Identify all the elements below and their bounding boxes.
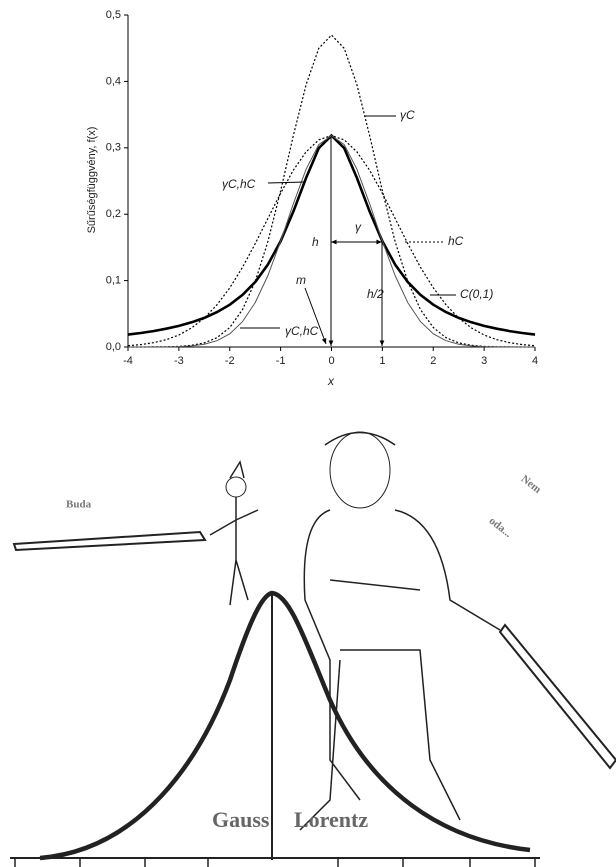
gnome-body: [209, 460, 259, 606]
arrow-head: [321, 338, 327, 344]
arrow-head: [331, 239, 337, 245]
buda-label: Buda: [66, 499, 92, 511]
leader-line: [267, 181, 306, 184]
oda-label: oda...: [487, 515, 515, 540]
illustration: [10, 431, 616, 867]
x-tick-label: -1: [276, 355, 286, 367]
annotation: m: [296, 273, 306, 287]
x-tick-label: 3: [481, 355, 487, 367]
series-label: hC: [448, 234, 464, 248]
x-tick-label: 2: [430, 355, 436, 367]
series-line: [128, 134, 535, 348]
gauss-label: Gauss: [212, 807, 270, 832]
mixed-curve: [39, 590, 531, 861]
pole-right: [498, 623, 616, 770]
y-tick-label: 0,1: [106, 275, 121, 287]
y-tick-label: 0,4: [106, 75, 121, 87]
x-tick-label: -3: [174, 355, 184, 367]
x-tick-label: -4: [123, 355, 133, 367]
y-axis-label: Sűrűségfüggvény, f(x): [86, 127, 98, 234]
x-tick-label: 4: [532, 355, 538, 367]
arrow-head: [328, 340, 334, 346]
annotation: γ: [355, 220, 362, 234]
series-label: C(0,1): [460, 287, 493, 301]
x-tick-label: -2: [225, 355, 235, 367]
series-label: γC: [400, 108, 415, 122]
gnome-head: [225, 476, 247, 498]
annotation: h/2: [367, 287, 384, 301]
base-ticks: [14, 858, 536, 867]
lorentz-label: Lorentz: [294, 807, 368, 832]
nem-label: Nem: [519, 473, 544, 496]
y-tick-label: 0,0: [106, 341, 121, 353]
giant-body: [299, 431, 501, 831]
y-tick-label: 0,2: [106, 208, 121, 220]
series-label: γC,hC: [222, 177, 256, 191]
y-tick-label: 0,3: [106, 142, 121, 154]
arrow-head: [379, 340, 385, 346]
arrow: [304, 287, 327, 345]
x-axis-label: x: [327, 374, 335, 388]
y-tick-label: 0,5: [106, 9, 121, 21]
pole-left: [12, 530, 207, 552]
annotation: γC,hC: [285, 324, 319, 338]
giant-head: [329, 431, 391, 509]
annotation: h: [312, 235, 319, 249]
x-tick-label: 1: [379, 355, 385, 367]
x-tick-label: 0: [328, 355, 334, 367]
